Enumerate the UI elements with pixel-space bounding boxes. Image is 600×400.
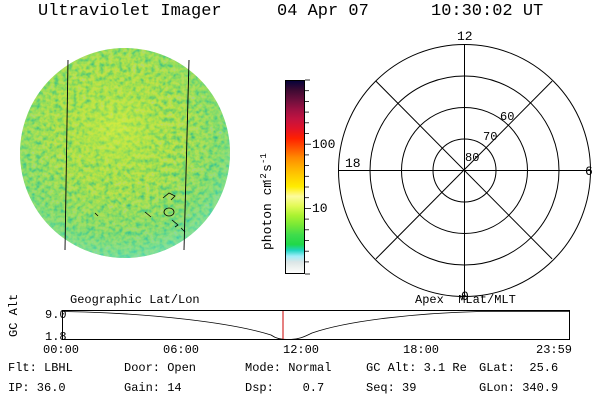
svg-text:GC Alt: GC Alt bbox=[7, 294, 21, 337]
